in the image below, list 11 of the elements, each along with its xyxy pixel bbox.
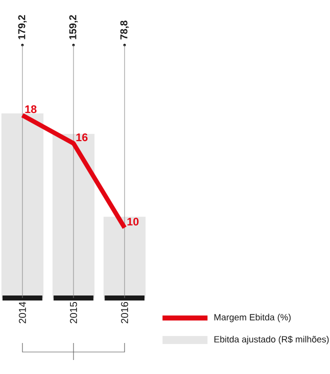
data-label: 159,2 bbox=[69, 15, 78, 40]
data-label: 16 bbox=[76, 133, 88, 142]
legend-label: Ebitda ajustado (R$ milhões) bbox=[214, 336, 329, 344]
data-label: 10 bbox=[127, 218, 138, 226]
x-tick-label: 2014 bbox=[18, 302, 26, 324]
x-tick-label: 2015 bbox=[70, 302, 77, 324]
data-label: 18 bbox=[25, 105, 36, 114]
x-tick-label: 2016 bbox=[120, 302, 128, 324]
data-label: 78,8 bbox=[120, 20, 129, 40]
legend-label: Margem Ebitda (%) bbox=[214, 314, 291, 322]
data-label: 179,2 bbox=[18, 15, 27, 40]
